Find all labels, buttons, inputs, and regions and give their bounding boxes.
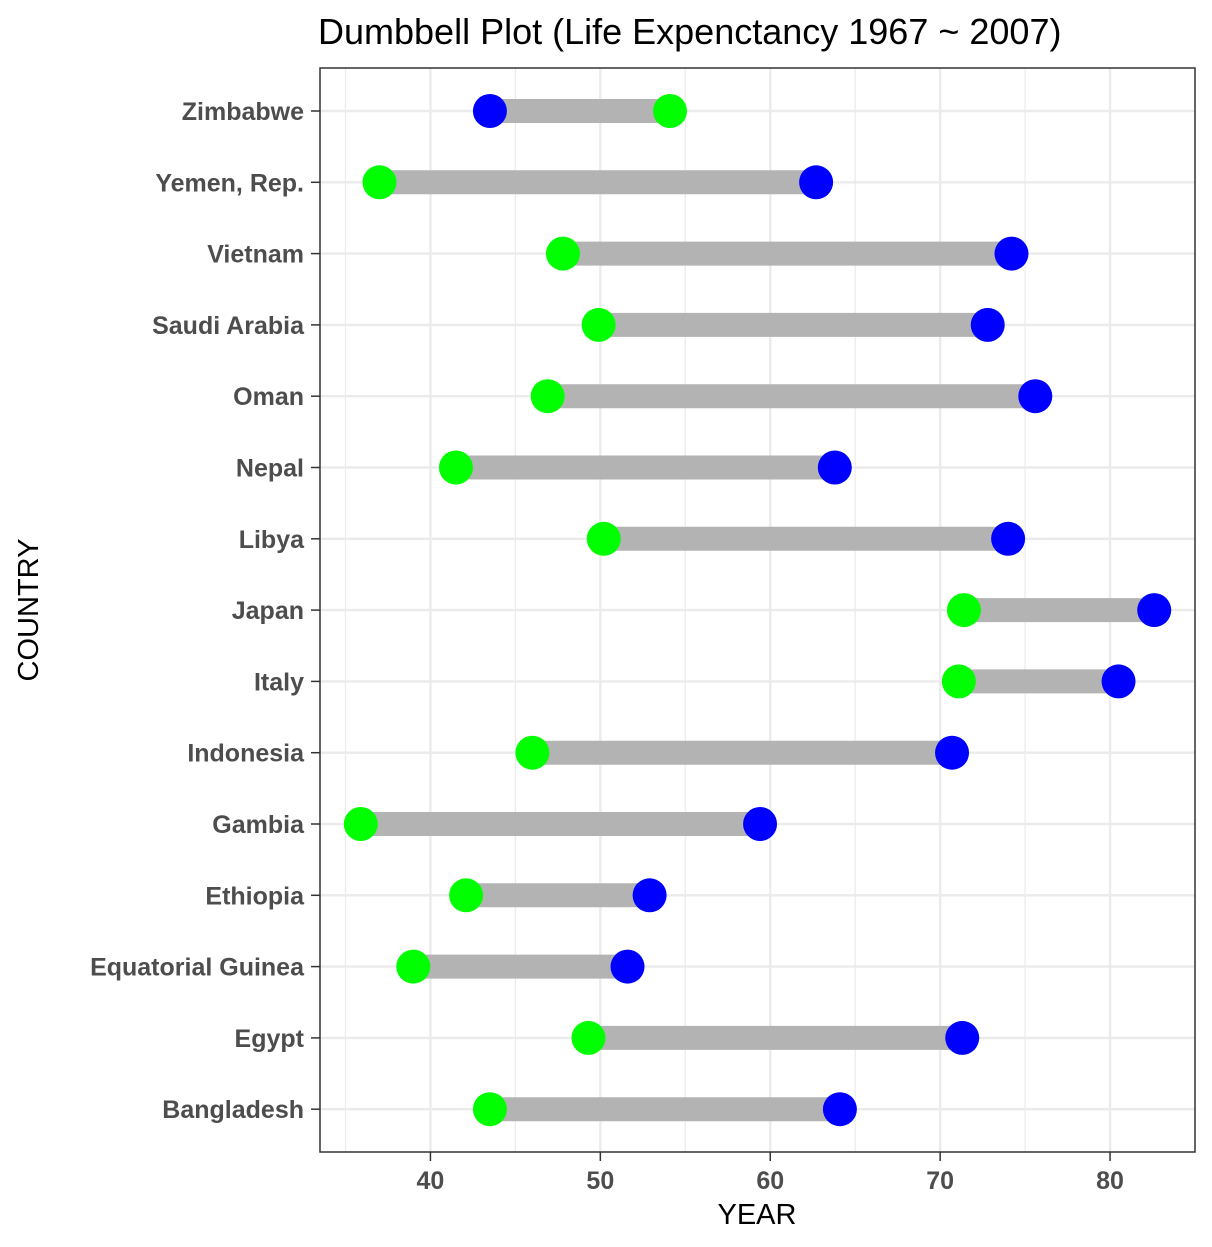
- y-tick-label: Italy: [254, 668, 304, 696]
- start-point: [396, 949, 431, 984]
- y-tick-label: Saudi Arabia: [152, 312, 305, 340]
- end-point: [472, 94, 507, 128]
- end-point: [632, 878, 667, 913]
- end-point: [945, 1020, 980, 1055]
- start-point: [343, 807, 378, 841]
- start-point: [472, 1092, 507, 1127]
- start-point: [581, 307, 616, 342]
- start-point: [449, 878, 484, 913]
- end-point: [822, 1092, 857, 1127]
- start-point: [571, 1020, 606, 1055]
- x-tick-label: 70: [926, 1167, 954, 1195]
- y-axis-title: COUNTRY: [13, 539, 45, 682]
- start-point: [586, 521, 621, 556]
- start-point: [941, 664, 976, 699]
- axis-layer: Zimbabwe Yemen, Rep. Vietnam Saudi Arabia Om…: [90, 98, 1124, 1195]
- y-tick-label: Libya: [239, 526, 305, 554]
- y-tick-label: Zimbabwe: [182, 98, 304, 126]
- end-point: [1101, 664, 1136, 699]
- y-tick-label: Bangladesh: [162, 1096, 304, 1124]
- start-point: [438, 450, 473, 485]
- x-axis-title: YEAR: [718, 1199, 797, 1231]
- start-point: [946, 593, 981, 628]
- y-tick-label: Ethiopia: [205, 882, 305, 910]
- end-point: [994, 236, 1029, 271]
- start-point: [545, 236, 580, 271]
- y-tick-label: Yemen, Rep.: [155, 169, 304, 197]
- segment-layer: [360, 99, 1155, 1122]
- x-tick-label: 50: [586, 1167, 614, 1195]
- y-tick-label: Oman: [233, 383, 304, 411]
- y-tick-label: Indonesia: [187, 740, 305, 768]
- end-point: [799, 165, 834, 200]
- y-tick-label: Japan: [232, 597, 304, 625]
- end-point: [1137, 593, 1172, 628]
- y-tick-label: Egypt: [235, 1025, 305, 1053]
- start-point: [530, 379, 565, 414]
- point-layer: [343, 94, 1172, 1127]
- y-tick-label: Equatorial Guinea: [90, 954, 305, 982]
- end-point: [610, 949, 645, 984]
- x-tick-label: 60: [756, 1167, 784, 1195]
- end-point: [1018, 379, 1053, 414]
- y-tick-label: Nepal: [236, 455, 304, 483]
- end-point: [970, 307, 1005, 342]
- end-point: [935, 735, 970, 770]
- chart-title: Dumbbell Plot (Life Expenctancy 1967 ~ 2…: [318, 11, 1061, 52]
- end-point: [991, 521, 1026, 556]
- end-point: [817, 450, 852, 485]
- end-point: [743, 807, 778, 841]
- start-point: [362, 165, 397, 200]
- x-tick-label: 40: [417, 1167, 445, 1195]
- x-tick-label: 80: [1096, 1167, 1124, 1195]
- y-tick-label: Gambia: [212, 811, 305, 839]
- start-point: [653, 94, 687, 128]
- y-tick-label: Vietnam: [207, 241, 304, 269]
- start-point: [515, 735, 550, 770]
